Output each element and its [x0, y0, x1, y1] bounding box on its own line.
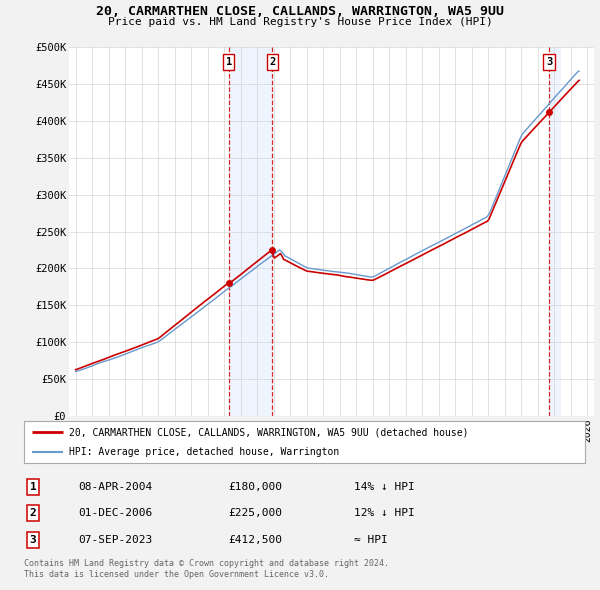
Text: £225,000: £225,000	[228, 509, 282, 518]
Text: HPI: Average price, detached house, Warrington: HPI: Average price, detached house, Warr…	[69, 447, 339, 457]
Text: 2: 2	[29, 509, 37, 518]
Text: 2: 2	[269, 57, 275, 67]
Text: 3: 3	[29, 535, 37, 545]
Text: This data is licensed under the Open Government Licence v3.0.: This data is licensed under the Open Gov…	[24, 571, 329, 579]
Text: 07-SEP-2023: 07-SEP-2023	[78, 535, 152, 545]
Text: ≈ HPI: ≈ HPI	[354, 535, 388, 545]
Text: 20, CARMARTHEN CLOSE, CALLANDS, WARRINGTON, WA5 9UU (detached house): 20, CARMARTHEN CLOSE, CALLANDS, WARRINGT…	[69, 427, 469, 437]
Text: 1: 1	[226, 57, 232, 67]
Text: Price paid vs. HM Land Registry's House Price Index (HPI): Price paid vs. HM Land Registry's House …	[107, 17, 493, 27]
Text: 12% ↓ HPI: 12% ↓ HPI	[354, 509, 415, 518]
Text: 1: 1	[29, 482, 37, 491]
Bar	[229, 47, 272, 416]
Text: 3: 3	[546, 57, 552, 67]
Bar	[549, 47, 562, 416]
Text: 01-DEC-2006: 01-DEC-2006	[78, 509, 152, 518]
Text: 14% ↓ HPI: 14% ↓ HPI	[354, 482, 415, 491]
Text: 08-APR-2004: 08-APR-2004	[78, 482, 152, 491]
Text: Contains HM Land Registry data © Crown copyright and database right 2024.: Contains HM Land Registry data © Crown c…	[24, 559, 389, 568]
Text: 20, CARMARTHEN CLOSE, CALLANDS, WARRINGTON, WA5 9UU: 20, CARMARTHEN CLOSE, CALLANDS, WARRINGT…	[96, 5, 504, 18]
Text: £180,000: £180,000	[228, 482, 282, 491]
Text: £412,500: £412,500	[228, 535, 282, 545]
